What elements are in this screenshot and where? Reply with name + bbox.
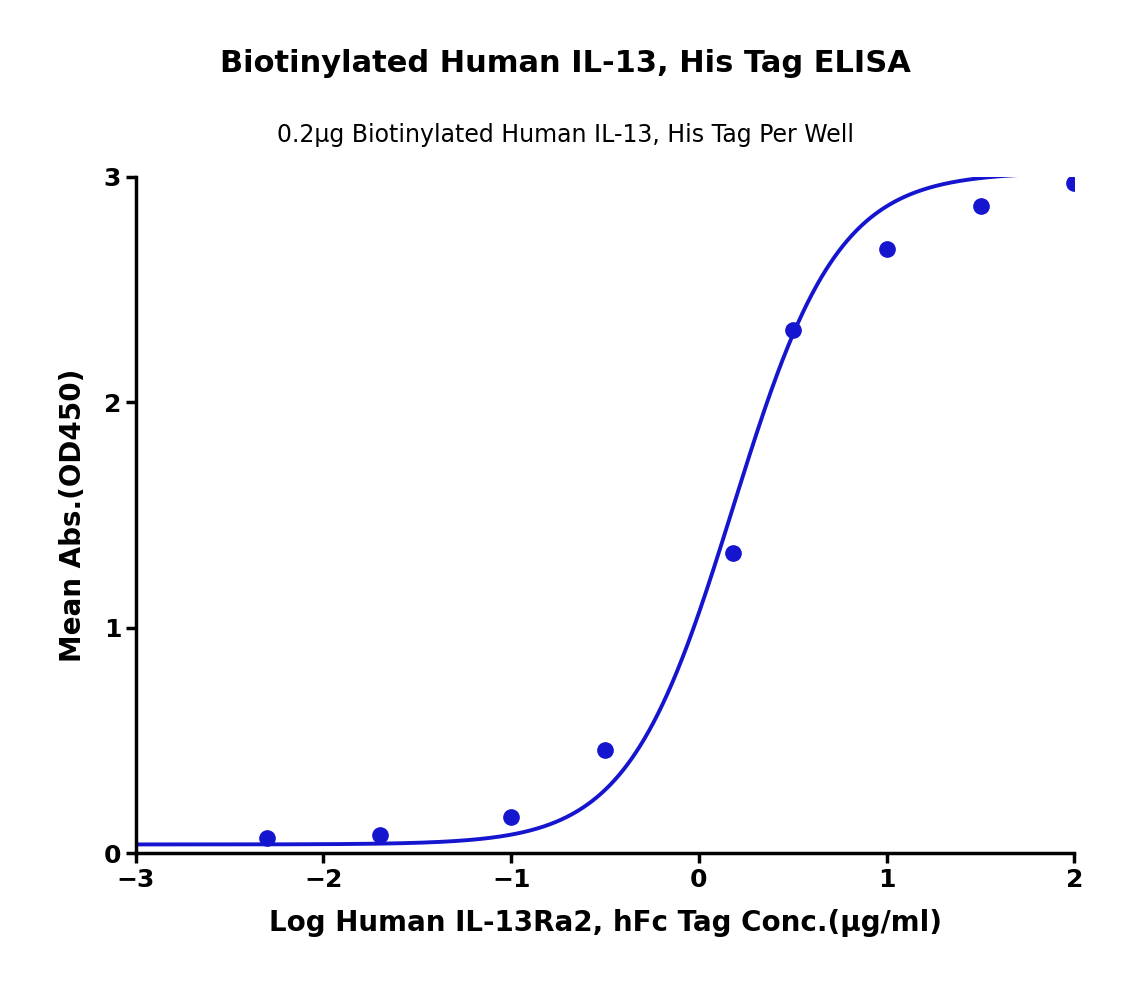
Y-axis label: Mean Abs.(OD450): Mean Abs.(OD450): [59, 368, 87, 662]
Text: 0.2μg Biotinylated Human IL-13, His Tag Per Well: 0.2μg Biotinylated Human IL-13, His Tag …: [277, 123, 854, 146]
Point: [258, 830, 276, 846]
Point: [502, 809, 520, 825]
Text: Biotinylated Human IL-13, His Tag ELISA: Biotinylated Human IL-13, His Tag ELISA: [221, 49, 910, 78]
X-axis label: Log Human IL-13Ra2, hFc Tag Conc.(μg/ml): Log Human IL-13Ra2, hFc Tag Conc.(μg/ml): [268, 908, 942, 937]
Point: [972, 198, 990, 214]
Point: [371, 828, 389, 844]
Point: [1065, 176, 1083, 191]
Point: [784, 322, 802, 337]
Point: [596, 742, 614, 757]
Point: [724, 545, 742, 561]
Point: [878, 241, 896, 257]
